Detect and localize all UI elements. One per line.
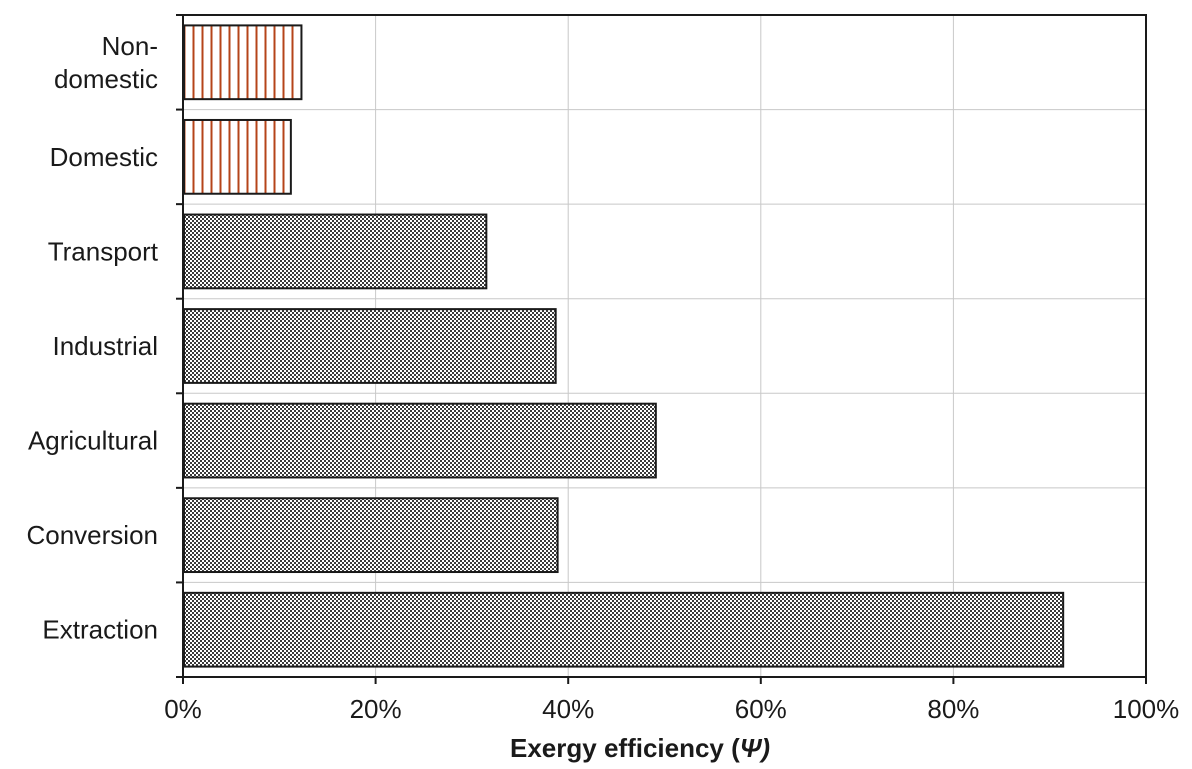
- x-tick-label: 40%: [542, 694, 594, 724]
- y-category-label: Extraction: [42, 615, 158, 645]
- x-tick-label: 20%: [350, 694, 402, 724]
- y-category-label-line: Non-: [102, 31, 158, 61]
- x-axis-title-text: Exergy efficiency (: [510, 733, 740, 763]
- x-tick-label: 100%: [1113, 694, 1180, 724]
- y-category-label: Domestic: [50, 142, 158, 172]
- bar: [183, 213, 488, 290]
- bar: [183, 402, 657, 479]
- x-tick-label: 0%: [164, 694, 202, 724]
- axis-layer: [176, 14, 1147, 684]
- y-category-label: Industrial: [53, 331, 159, 361]
- bar: [183, 308, 557, 384]
- y-category-label: Transport: [48, 236, 159, 266]
- bar: [183, 118, 292, 195]
- y-category-label-line: Extraction: [42, 615, 158, 645]
- y-category-label-line: Domestic: [50, 142, 158, 172]
- y-category-label: Agricultural: [28, 426, 158, 456]
- x-axis-title: Exergy efficiency (Ψ): [510, 733, 770, 763]
- plot-frame: [182, 14, 1147, 678]
- bar: [183, 497, 559, 574]
- y-category-label: Non-domestic: [54, 31, 158, 94]
- y-category-label-line: Agricultural: [28, 426, 158, 456]
- y-category-label-line: Conversion: [26, 520, 158, 550]
- y-category-label-line: domestic: [54, 64, 158, 94]
- bar-layer: [183, 24, 1065, 668]
- y-category-label-line: Industrial: [53, 331, 159, 361]
- x-tick-label: 80%: [927, 694, 979, 724]
- y-category-label: Conversion: [26, 520, 158, 550]
- x-tick-label: 60%: [735, 694, 787, 724]
- bar: [183, 24, 303, 101]
- y-category-label-line: Transport: [48, 236, 159, 266]
- label-layer: 0% 20% 40% 60% 80% 100% Non-domestic Domestic Tr…: [26, 31, 1179, 724]
- bar: [183, 591, 1065, 668]
- x-axis-title-symbol: Ψ): [740, 733, 770, 763]
